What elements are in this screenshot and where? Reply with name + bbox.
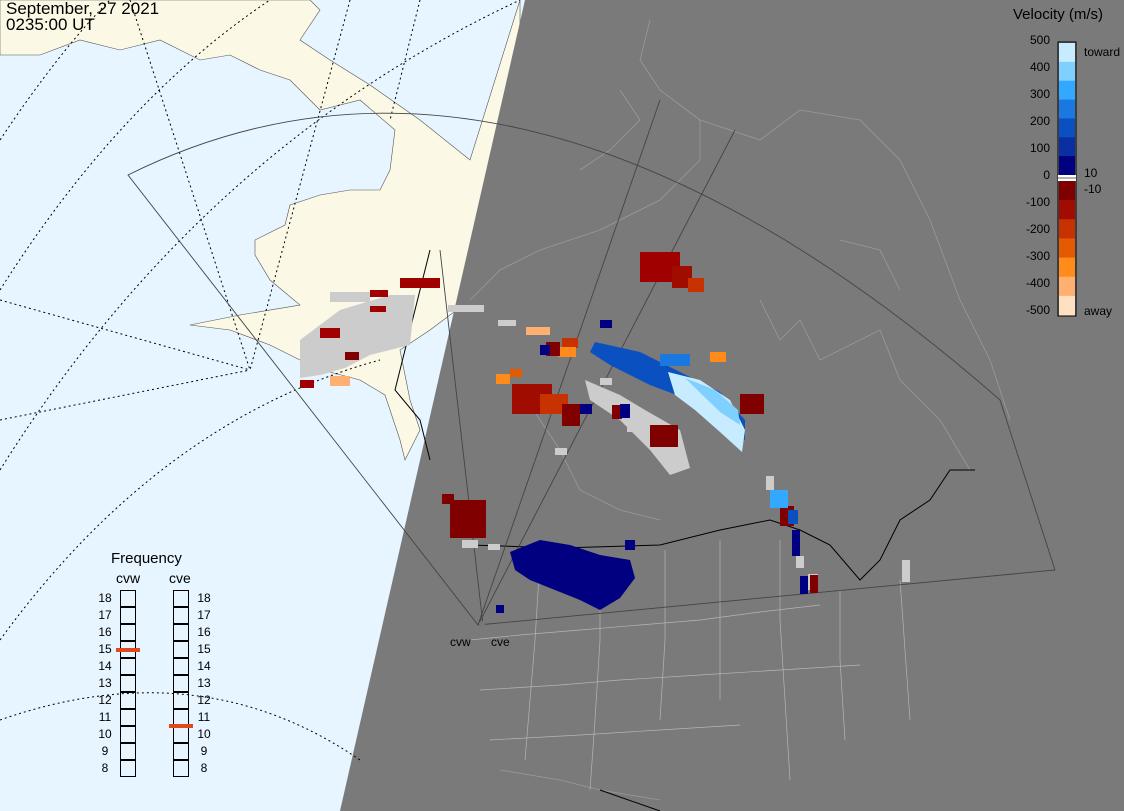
frequency-tick-right: 17	[197, 608, 211, 622]
colorbar-away-segment	[1059, 238, 1075, 259]
colorbar-tick-label: 300	[1029, 87, 1050, 101]
colorbar-away-segment	[1059, 257, 1075, 278]
colorbar-tick-label: -500	[1025, 303, 1050, 317]
frequency-tick-left: 16	[98, 625, 112, 639]
colorbar-toward-segment	[1059, 43, 1075, 63]
frequency-tick-left: 15	[98, 642, 112, 656]
frequency-cell	[120, 624, 136, 641]
frequency-tick-right: 10	[197, 727, 211, 741]
colorbar-inner-neg: -10	[1084, 182, 1102, 196]
frequency-tick-right: 11	[197, 710, 211, 724]
frequency-cell	[173, 692, 189, 709]
toward-label: toward	[1084, 45, 1121, 59]
colorbar-toward-segment	[1059, 61, 1075, 82]
radar-site-dot	[479, 621, 485, 627]
colorbar-tick-label: -200	[1025, 222, 1050, 236]
frequency-tick-right: 14	[197, 659, 211, 673]
frequency-cell	[120, 658, 136, 675]
frequency-tick-right: 9	[200, 744, 208, 758]
state-borders	[469, 540, 911, 791]
frequency-cell	[120, 726, 136, 743]
frequency-cell	[173, 641, 189, 658]
freq-label-cvw: cvw	[116, 570, 141, 586]
frequency-tick-left: 8	[101, 761, 109, 775]
night-coastlines	[469, 19, 1011, 801]
colorbar-away-segment	[1059, 276, 1075, 297]
date-text: September, 27 2021	[6, 0, 160, 18]
frequency-cell	[173, 743, 189, 760]
frequency-tick-right: 18	[197, 591, 211, 605]
frequency-tick-right: 8	[200, 761, 208, 775]
frequency-marker-cve	[169, 724, 193, 728]
radar-label-cvw: cvw	[450, 635, 471, 649]
borders	[394, 249, 975, 811]
frequency-marker-cvw	[116, 647, 140, 652]
frequency-cell	[120, 760, 136, 777]
frequency-cell	[173, 675, 189, 692]
frequency-cell	[173, 624, 189, 641]
colorbar-away-segment	[1059, 295, 1075, 316]
frequency-tick-right: 15	[197, 642, 211, 656]
frequency-tick-left: 13	[98, 676, 112, 690]
freq-label-cve: cve	[169, 570, 191, 586]
graticule	[0, 0, 521, 761]
frequency-cell	[173, 726, 189, 743]
colorbar-away-segment	[1059, 181, 1075, 201]
frequency-cell	[120, 675, 136, 692]
colorbar-away-segment	[1059, 219, 1075, 239]
frequency-tick-right: 13	[197, 676, 211, 690]
frequency-cell	[173, 760, 189, 777]
frequency-cell	[120, 590, 136, 607]
colorbar-tick-label: 500	[1029, 33, 1050, 47]
frequency-tick-left: 14	[98, 659, 112, 673]
frequency-tick-left: 9	[101, 744, 109, 758]
colorbar-toward-segment	[1059, 137, 1075, 157]
colorbar-tick-label: 0	[1043, 168, 1050, 182]
frequency-tick-left: 10	[98, 727, 112, 741]
colorbar-inner-pos: 10	[1084, 166, 1098, 180]
frequency-cell	[120, 709, 136, 726]
away-label: away	[1084, 304, 1113, 318]
date-time-label: September, 27 2021 0235:00 UT	[6, 0, 160, 34]
frequency-tick-left: 11	[98, 710, 112, 724]
velocity-away-cells	[300, 252, 818, 593]
colorbar-toward-segment	[1059, 99, 1075, 119]
frequency-cell	[173, 590, 189, 607]
velocity-colorbar	[1057, 41, 1077, 317]
frequency-cell	[173, 607, 189, 624]
frequency-cell	[120, 743, 136, 760]
colorbar-tick-label: 400	[1029, 60, 1050, 74]
time-text: 0235:00 UT	[6, 15, 95, 34]
colorbar-title: Velocity (m/s)	[1013, 6, 1104, 23]
colorbar-tick-label: -100	[1025, 195, 1050, 209]
colorbar-tick-label: -400	[1025, 276, 1050, 290]
colorbar-away-segment	[1059, 200, 1075, 220]
frequency-title: Frequency	[111, 550, 182, 567]
frequency-tick-left: 17	[98, 608, 112, 622]
frequency-tick-right: 12	[197, 693, 211, 707]
velocity-toward-cells	[496, 320, 808, 613]
radar-label-cve: cve	[491, 635, 510, 649]
colorbar-toward-segment	[1059, 118, 1075, 138]
colorbar-toward-segment	[1059, 80, 1075, 101]
colorbar-tick-label: 100	[1029, 141, 1050, 155]
frequency-tick-left: 18	[98, 591, 112, 605]
frequency-cell	[120, 607, 136, 624]
frequency-tick-right: 16	[197, 625, 211, 639]
frequency-cell	[173, 658, 189, 675]
field-of-view	[127, 99, 1056, 626]
colorbar-tick-label: -300	[1025, 249, 1050, 263]
colorbar-tick-label: 200	[1029, 114, 1050, 128]
frequency-cell	[120, 692, 136, 709]
colorbar-toward-segment	[1059, 156, 1075, 176]
frequency-tick-left: 12	[98, 693, 112, 707]
